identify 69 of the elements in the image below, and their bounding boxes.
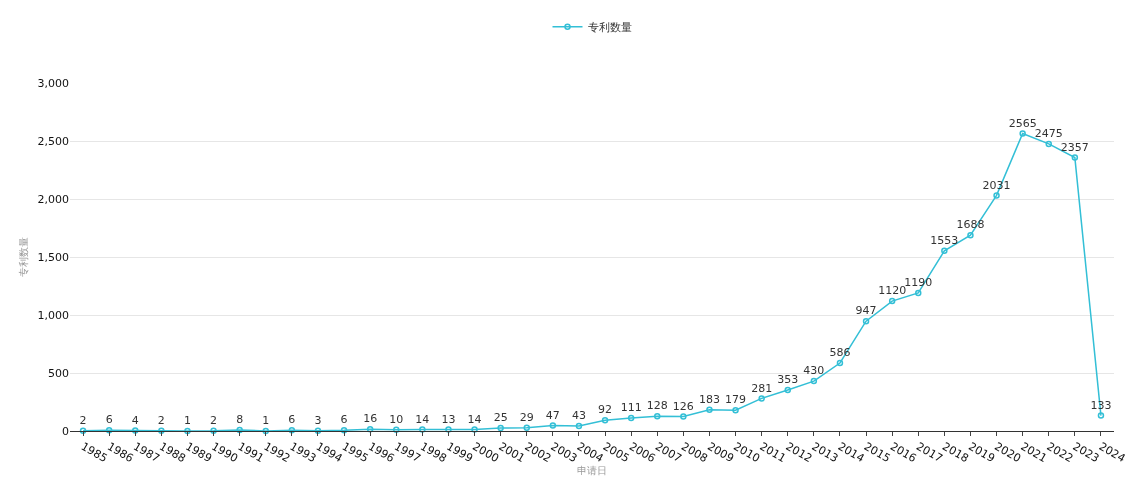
y-tick-label: 3,000 — [37, 76, 69, 90]
point — [601, 417, 609, 424]
point — [1045, 140, 1052, 148]
data-label: 111 — [620, 401, 642, 415]
data-label: 3 — [314, 413, 322, 427]
data-label: 2357 — [1060, 140, 1089, 154]
y-tick-label: 0 — [62, 424, 69, 438]
point — [680, 413, 687, 420]
point — [627, 414, 635, 422]
data-label: 183 — [698, 392, 720, 406]
data-label: 16 — [363, 412, 378, 426]
point — [967, 231, 974, 239]
point — [915, 289, 922, 297]
data-label: 1120 — [878, 284, 907, 298]
data-label: 2475 — [1034, 127, 1063, 141]
point — [523, 424, 530, 431]
point — [445, 426, 452, 433]
data-label: 1 — [262, 414, 270, 428]
point — [862, 317, 870, 325]
data-label: 25 — [493, 411, 508, 425]
data-label: 10 — [389, 412, 404, 426]
data-label: 2 — [157, 413, 165, 427]
data-label: 2 — [79, 413, 87, 427]
y-tick-label: 1,500 — [37, 250, 69, 264]
data-label: 6 — [288, 413, 296, 427]
data-label: 4 — [131, 413, 139, 427]
y-tick-label: 2,000 — [37, 192, 69, 206]
data-label: 6 — [105, 413, 113, 427]
data-label: 13 — [441, 412, 456, 426]
point — [784, 386, 791, 394]
point — [810, 377, 818, 385]
y-tick-label: 1,000 — [37, 308, 69, 322]
point — [732, 406, 739, 414]
point — [1019, 130, 1026, 137]
data-label: 2 — [210, 413, 218, 427]
data-label: 43 — [571, 409, 586, 423]
data-label: 14 — [415, 412, 430, 426]
legend-label: 专利数量 — [587, 21, 632, 35]
point — [941, 247, 948, 255]
data-label: 353 — [777, 373, 799, 387]
data-label: 281 — [751, 381, 773, 395]
point — [1071, 154, 1079, 161]
data-label: 1553 — [930, 233, 959, 247]
data-label: 47 — [545, 408, 560, 422]
data-label: 92 — [598, 403, 613, 417]
y-axis-title: 专利数量 — [17, 237, 29, 277]
data-label: 8 — [236, 413, 244, 427]
data-label: 126 — [672, 399, 694, 413]
point — [993, 192, 1000, 199]
point — [1097, 412, 1105, 419]
y-tick-label: 500 — [48, 366, 69, 380]
point — [236, 426, 243, 434]
y-tick-label: 2,500 — [37, 134, 69, 148]
point — [549, 422, 557, 429]
point — [497, 424, 504, 432]
data-label: 128 — [646, 399, 668, 413]
data-label: 947 — [855, 304, 877, 318]
point — [654, 412, 661, 420]
x-axis-title: 申请日 — [577, 465, 607, 477]
data-label: 6 — [340, 413, 348, 427]
data-label: 29 — [519, 410, 534, 424]
point — [706, 406, 713, 414]
point — [758, 395, 765, 402]
data-label: 430 — [803, 364, 825, 378]
data-label: 2565 — [1008, 116, 1037, 130]
point — [888, 297, 896, 305]
data-label: 14 — [467, 412, 482, 426]
data-label: 179 — [725, 393, 747, 407]
data-label: 1 — [183, 414, 191, 428]
